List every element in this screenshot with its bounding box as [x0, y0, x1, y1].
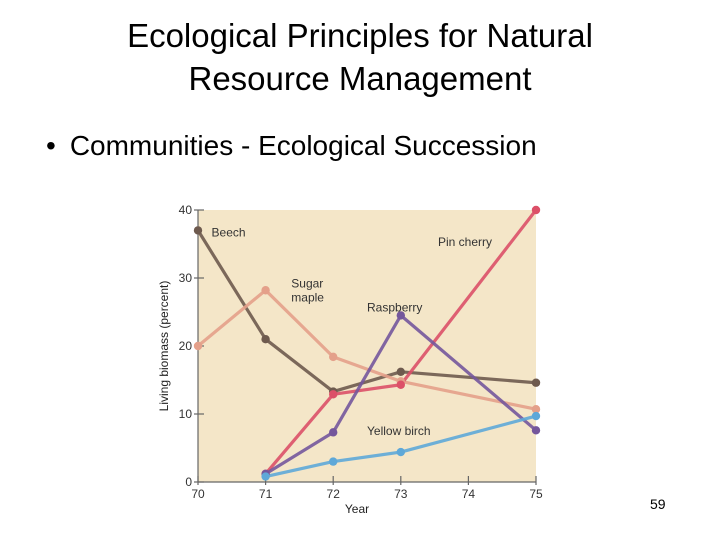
yellow-birch-point — [531, 411, 541, 421]
pin-cherry-point — [329, 390, 338, 399]
beech-point — [193, 226, 203, 235]
y-tick-label: 30 — [179, 271, 193, 285]
bullet-text: Communities - Ecological Succession — [69, 130, 537, 161]
raspberry-point — [531, 426, 541, 435]
series-layer — [193, 205, 541, 481]
beech-point — [261, 335, 270, 344]
pin-cherry-label: Pin cherry — [438, 235, 492, 249]
sugar-maple-point — [261, 286, 270, 295]
yellow-birch-point — [329, 457, 338, 466]
yellow-birch-point — [396, 447, 405, 457]
y-tick-label: 0 — [185, 475, 192, 489]
raspberry-label: Raspberry — [367, 300, 422, 314]
y-axis-label: Living biomass (percent) — [157, 281, 171, 412]
sugar-maple-label: Sugar maple — [291, 277, 324, 305]
beech-point — [396, 367, 405, 377]
pin-cherry-point — [396, 380, 405, 389]
x-tick-label: 72 — [327, 487, 341, 501]
series-label-layer: Beech Sugar maple Pin cherry Raspberry Yellow… — [212, 226, 492, 439]
x-axis-label: Year — [345, 502, 369, 516]
raspberry-point — [329, 428, 338, 437]
succession-chart: 0 10 20 30 40 70 71 72 73 74 75 Beech Sugar maple Pin… — [157, 203, 543, 516]
yellow-birch-label: Yellow birch — [367, 424, 431, 438]
bullet-dot: • — [46, 130, 56, 161]
page-number: 59 — [650, 496, 666, 512]
sugar-maple-point — [193, 341, 203, 351]
slide-title: Ecological Principles for Natural Resour… — [40, 14, 680, 100]
sugar-maple-point — [531, 405, 541, 414]
raspberry-point — [396, 311, 405, 320]
beech-point — [531, 378, 541, 387]
x-tick-label: 75 — [529, 487, 543, 501]
raspberry-line — [263, 313, 538, 476]
yellow-birch-point — [261, 472, 270, 481]
y-tick-label: 10 — [179, 407, 193, 421]
x-tick-label: 73 — [394, 487, 408, 501]
y-tick-label: 40 — [179, 203, 193, 217]
bullet-item: • Communities - Ecological Succession — [46, 130, 537, 162]
chart-panel: 0 10 20 30 40 70 71 72 73 74 75 Beech Sugar maple Pin… — [148, 182, 566, 524]
beech-label: Beech — [212, 226, 246, 240]
plot-area — [198, 210, 536, 482]
x-tick-label: 74 — [462, 487, 476, 501]
sugar-maple-point — [329, 352, 338, 362]
y-tick-label: 20 — [179, 339, 193, 353]
yellow-birch-line — [263, 414, 538, 479]
pin-cherry-line — [263, 208, 538, 476]
x-tick-label: 71 — [259, 487, 273, 501]
pin-cherry-point — [531, 205, 541, 215]
slide-title-line-1: Ecological Principles for Natural — [127, 17, 593, 54]
axes: 0 10 20 30 40 70 71 72 73 74 75 — [179, 203, 543, 501]
x-tick-label: 70 — [191, 487, 205, 501]
slide-title-line-2: Resource Management — [188, 60, 532, 97]
